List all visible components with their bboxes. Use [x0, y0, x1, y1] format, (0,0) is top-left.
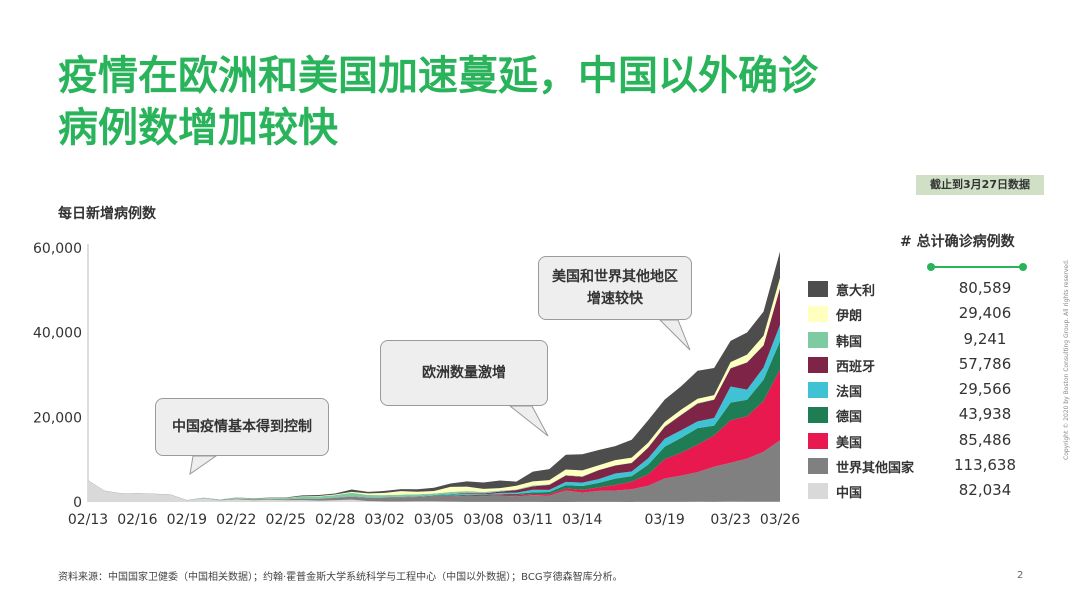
y-axis-title: 每日新增病例数 [58, 206, 156, 222]
callout-pointer [658, 319, 691, 351]
legend-label: 德国 [836, 410, 863, 426]
legend-total-value: 113,638 [953, 456, 1017, 475]
x-tick-label: 03/19 [644, 512, 684, 528]
totals-divider [927, 263, 1027, 271]
x-tick-label: 03/23 [710, 512, 750, 528]
x-tick-label: 03/26 [760, 512, 800, 528]
title-line-2: 病例数增加较快 [58, 105, 338, 151]
legend-item: 中国 82,034 [808, 479, 1018, 504]
legend-swatch [808, 382, 828, 399]
legend-total-value: 29,406 [958, 304, 1012, 323]
x-tick-label: 02/19 [167, 512, 207, 528]
x-tick-label: 03/11 [513, 512, 553, 528]
legend-label: 世界其他国家 [836, 461, 915, 477]
legend-swatch [808, 356, 828, 373]
callout-europe-surge: 欧洲数量激增 [380, 340, 548, 406]
callout-china-controlled: 中国疫情基本得到控制 [155, 398, 329, 456]
x-tick-label: 03/02 [364, 512, 404, 528]
totals-header: # 总计确诊病例数 [900, 234, 1015, 250]
legend-item: 世界其他国家 113,638 [808, 454, 1018, 479]
callout-pointer [508, 405, 549, 437]
legend-label: 西班牙 [836, 359, 876, 375]
legend-total-value: 57,786 [958, 354, 1012, 373]
x-tick-label: 02/25 [266, 512, 306, 528]
title-line-1: 疫情在欧洲和美国加速蔓延，中国以外确诊 [58, 53, 818, 99]
legend-total-value: 85,486 [958, 430, 1012, 449]
y-tick-label: 60,000 [33, 241, 82, 257]
page-number: 2 [1017, 570, 1024, 581]
legend-total-value: 9,241 [963, 329, 1007, 348]
legend-swatch [808, 306, 828, 323]
legend-swatch [808, 432, 828, 449]
x-tick-label: 02/28 [315, 512, 355, 528]
legend-total-value: 29,566 [958, 380, 1012, 399]
legend-item: 德国 43,938 [808, 403, 1018, 428]
legend-total-value: 43,938 [958, 405, 1012, 424]
legend-item: 意大利 80,589 [808, 277, 1018, 302]
area-series [88, 480, 780, 502]
legend: 意大利 80,589 伊朗 29,406 韩国 9,241 西班牙 57,786 法国 29,56… [808, 277, 1018, 505]
legend-swatch [808, 483, 828, 500]
legend-item: 伊朗 29,406 [808, 302, 1018, 327]
page-title: 疫情在欧洲和美国加速蔓延，中国以外确诊 病例数增加较快 [58, 50, 1018, 154]
copyright-notice: Copyright © 2020 by Boston Consulting Gr… [1063, 259, 1070, 460]
legend-label: 伊朗 [836, 309, 863, 325]
legend-label: 中国 [836, 486, 863, 502]
x-tick-label: 02/22 [216, 512, 256, 528]
legend-swatch [808, 407, 828, 424]
callout-pointer [189, 455, 218, 476]
legend-label: 美国 [836, 435, 863, 451]
legend-swatch [808, 458, 828, 475]
y-tick-label: 20,000 [33, 410, 82, 426]
as-of-badge: 截止到3月27日数据 [916, 175, 1044, 195]
legend-item: 西班牙 57,786 [808, 353, 1018, 378]
legend-swatch [808, 331, 828, 348]
legend-swatch [808, 281, 828, 297]
legend-item: 韩国 9,241 [808, 328, 1018, 353]
legend-total-value: 82,034 [958, 481, 1012, 500]
source-note: 资料来源：中国国家卫健委（中国相关数据）；约翰·霍普金斯大学系统科学与工程中心（… [58, 572, 623, 583]
legend-label: 韩国 [836, 334, 863, 350]
x-tick-label: 03/05 [414, 512, 454, 528]
legend-label: 法国 [836, 385, 863, 401]
y-tick-label: 0 [73, 495, 82, 511]
legend-total-value: 80,589 [958, 279, 1012, 297]
x-tick-label: 02/16 [117, 512, 157, 528]
x-tick-label: 03/08 [463, 512, 503, 528]
x-tick-label: 03/14 [562, 512, 602, 528]
legend-label: 意大利 [836, 284, 876, 299]
legend-item: 法国 29,566 [808, 378, 1018, 403]
callout-us-world-growth: 美国和世界其他地区增速较快 [538, 256, 692, 320]
y-tick-label: 40,000 [33, 326, 82, 342]
area-series [88, 440, 780, 502]
x-tick-label: 02/13 [68, 512, 108, 528]
legend-item: 美国 85,486 [808, 429, 1018, 454]
